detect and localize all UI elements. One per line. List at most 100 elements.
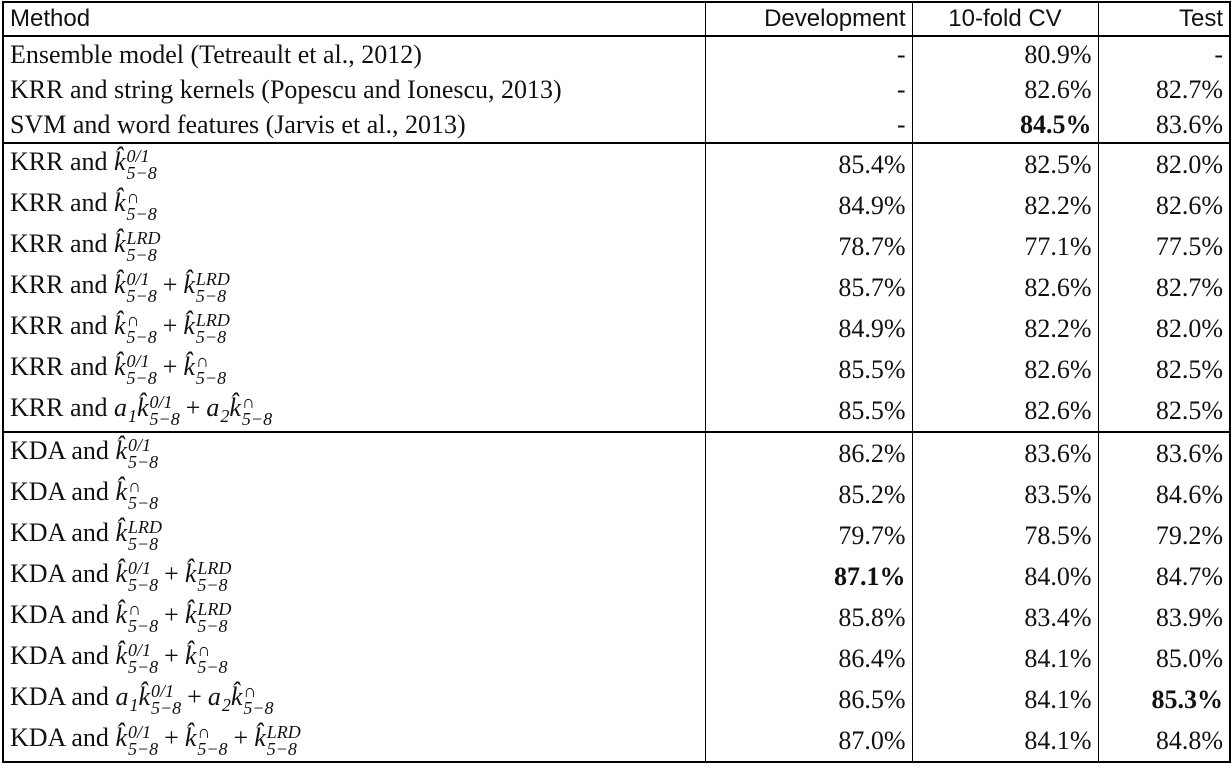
- math-scripts: 0/1 5−8: [150, 682, 182, 718]
- method-text: KDA and: [10, 518, 109, 548]
- value-cell: 82.5%: [1097, 390, 1230, 432]
- method-cell: KDA and k̂ 0/1 5−8 + k̂ ∩ 5−8 + k̂ LRD 5−8: [3, 720, 705, 762]
- value-cell: 82.6%: [911, 349, 1098, 390]
- method-cell: KDA and k̂ 0/1 5−8: [3, 431, 705, 474]
- math-scripts: LRD 5−8: [128, 518, 162, 553]
- operator: +: [164, 723, 179, 753]
- math-scripts: 2: [222, 696, 231, 714]
- superscript: 0/1: [126, 145, 150, 166]
- operator: +: [162, 270, 178, 300]
- header-row: Method Development 10-fold CV Test: [3, 2, 1230, 36]
- value-cell: 87.1%: [704, 556, 912, 597]
- value-cell: 77.5%: [1097, 226, 1230, 267]
- value-cell: 77.1%: [911, 226, 1098, 267]
- value-cell: 78.5%: [911, 515, 1098, 556]
- subscript: 5−8: [197, 615, 228, 636]
- math-base: k̂: [114, 352, 126, 382]
- subscript: 5−8: [127, 574, 159, 595]
- table-row: KRR and k̂ 0/1 5−8 + k̂ ∩ 5−8 85.5% 82.6% 82.5%: [3, 349, 1230, 390]
- table-row: KDA and k̂ LRD 5−8 79.7% 78.5% 79.2%: [3, 515, 1230, 556]
- value-text: 87.1%: [834, 561, 906, 591]
- value-cell: 80.9%: [911, 35, 1098, 72]
- subscript: 5−8: [243, 697, 274, 718]
- table-row: KRR and k̂ 0/1 5−8 + k̂ LRD 5−8 85.7% 82.6% 82.7%: [3, 267, 1230, 308]
- method-text: KRR and: [10, 188, 108, 218]
- table-body: Ensemble model (Tetreault et al., 2012) -…: [3, 35, 1230, 762]
- math-scripts: 0/1 5−8: [127, 352, 157, 387]
- superscript: ∩: [127, 475, 141, 496]
- operator: +: [164, 559, 179, 589]
- table-row: KDA and k̂ ∩ 5−8 + k̂ LRD 5−8 85.8% 83.4% 83.9%: [3, 597, 1230, 638]
- math-base: k̂: [254, 723, 266, 753]
- method-cell: KRR and k̂ LRD 5−8: [3, 226, 705, 267]
- math-scripts: ∩ 5−8: [241, 393, 273, 429]
- math-scripts: LRD 5−8: [195, 311, 230, 347]
- value-cell: 82.6%: [911, 267, 1098, 308]
- math-scripts: LRD 5−8: [127, 229, 161, 264]
- math-term: k̂ 0/1 5−8: [138, 682, 181, 717]
- superscript: 0/1: [127, 721, 151, 742]
- math-base: k̂: [184, 600, 197, 630]
- table-row: KDA and a 1 k̂ 0/1 5−8 + a 2 k̂ ∩ 5−8 86.5% 84.1% 85.…: [3, 679, 1230, 720]
- math-term: k̂ ∩ 5−8: [185, 723, 228, 758]
- header-cell: Method: [10, 5, 91, 32]
- math-base: k̂: [184, 641, 197, 671]
- method-cell: KRR and k̂ 0/1 5−8 + k̂ LRD 5−8: [3, 267, 705, 308]
- subscript: 5−8: [197, 574, 228, 595]
- superscript: LRD: [197, 598, 232, 619]
- value-cell: -: [704, 72, 912, 107]
- math-base: k̂: [183, 311, 195, 341]
- math-base: k̂: [183, 270, 195, 300]
- subscript: 1: [128, 406, 137, 427]
- value-cell: 83.9%: [1097, 597, 1230, 638]
- subscript: 5−8: [150, 697, 182, 718]
- math-term: k̂ ∩ 5−8: [115, 600, 158, 635]
- method-text: KDA and: [10, 723, 109, 753]
- value-cell: 83.6%: [1097, 431, 1230, 474]
- subscript: 5−8: [127, 615, 159, 636]
- math-base: a: [114, 393, 127, 423]
- header-cell: Development: [704, 2, 912, 36]
- value-cell: 87.0%: [704, 720, 912, 762]
- subscript: 5−8: [197, 656, 228, 677]
- math-base: k̂: [230, 682, 243, 712]
- method-cell: SVM and word features (Jarvis et al., 20…: [3, 107, 705, 143]
- math-scripts: 0/1 5−8: [128, 436, 158, 471]
- value-cell: 84.6%: [1097, 474, 1230, 515]
- math-term: k̂ 0/1 5−8: [115, 721, 158, 758]
- math-term: k̂ 0/1 5−8: [114, 270, 157, 305]
- table-row: KDA and k̂ ∩ 5−8 85.2% 83.5% 84.6%: [3, 474, 1230, 515]
- math-base: k̂: [115, 641, 127, 671]
- math-base: k̂: [114, 147, 126, 177]
- math-term: k̂ ∩ 5−8: [115, 477, 158, 512]
- subscript: 5−8: [195, 326, 227, 347]
- value-cell: 79.2%: [1097, 515, 1230, 556]
- method-text: KRR and: [10, 229, 108, 259]
- subscript: 5−8: [241, 408, 273, 429]
- superscript: ∩: [126, 186, 140, 207]
- value-cell: 85.7%: [704, 267, 912, 308]
- method-text: KRR and: [10, 270, 108, 300]
- math-scripts: LRD 5−8: [196, 270, 230, 305]
- subscript: 5−8: [127, 656, 159, 677]
- math-term: k̂ ∩ 5−8: [230, 682, 274, 717]
- math-scripts: ∩ 5−8: [197, 641, 228, 677]
- method-text: KDA and: [10, 641, 109, 671]
- math-base: k̂: [114, 188, 126, 218]
- value-cell: 84.8%: [1097, 720, 1230, 762]
- math-term: k̂ 0/1 5−8: [114, 352, 157, 387]
- superscript: ∩: [126, 309, 140, 330]
- table-row: SVM and word features (Jarvis et al., 20…: [3, 107, 1230, 143]
- value-cell: 85.0%: [1097, 638, 1230, 679]
- subscript: 5−8: [126, 162, 157, 183]
- subscript: 5−8: [266, 738, 297, 759]
- math-scripts: 0/1 5−8: [127, 559, 159, 595]
- subscript: 5−8: [126, 326, 157, 347]
- math-base: k̂: [115, 477, 127, 507]
- math-scripts: ∩ 5−8: [127, 475, 158, 512]
- table-row: KRR and k̂ ∩ 5−8 + k̂ LRD 5−8 84.9% 82.2% 82.0%: [3, 308, 1230, 349]
